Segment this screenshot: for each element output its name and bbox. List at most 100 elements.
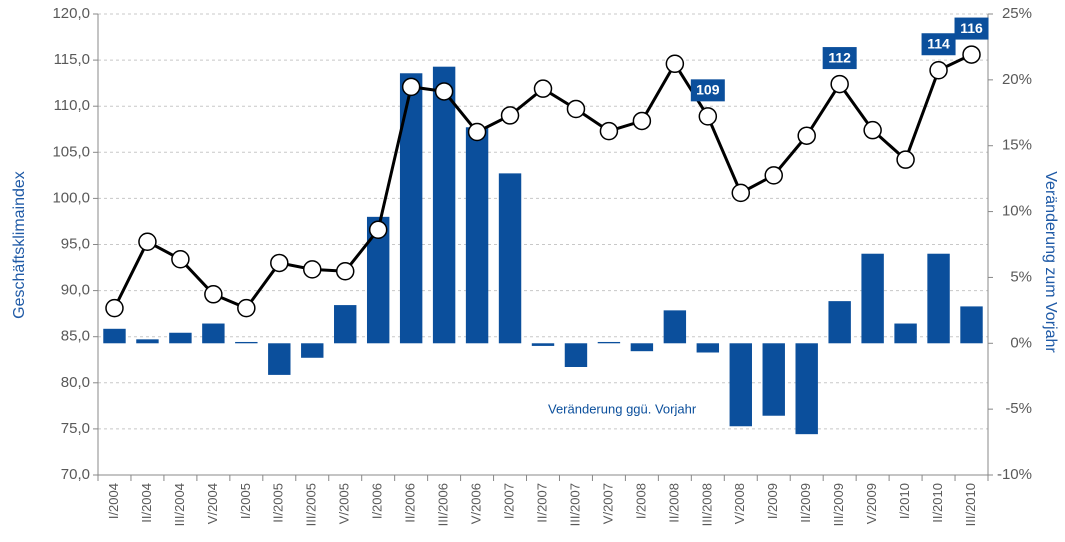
x-tick-label: I/2009 (765, 483, 780, 519)
bar (399, 73, 423, 344)
x-tick-label: V/2008 (732, 483, 747, 524)
x-tick-label: III/2004 (172, 483, 187, 526)
x-tick-label: II/2004 (139, 483, 154, 523)
bar (861, 253, 884, 344)
x-tick-label: II/2009 (798, 483, 813, 523)
x-tick-label: V/2005 (337, 483, 352, 524)
y2-tick-label: 10% (1002, 203, 1032, 220)
x-tick-label: I/2004 (106, 483, 121, 519)
value-label: 114 (927, 35, 950, 51)
y-tick-label: 110,0 (54, 97, 90, 114)
value-label-box (921, 33, 956, 56)
marker (401, 77, 421, 97)
x-tick-label: V/2007 (600, 483, 615, 524)
bar (498, 173, 522, 344)
value-label-box (690, 79, 725, 102)
bar (960, 306, 983, 344)
y2-tick-label: 25% (1002, 5, 1032, 22)
marker (138, 232, 157, 251)
x-tick-label: III/2007 (567, 483, 582, 526)
bar (630, 343, 654, 352)
marker (368, 220, 388, 239)
value-label: 116 (960, 20, 983, 36)
x-tick-label: III/2010 (963, 483, 978, 526)
marker (237, 298, 256, 318)
marker (764, 166, 783, 185)
value-label-box (954, 17, 989, 40)
x-tick-label: I/2008 (633, 483, 648, 519)
bar (103, 328, 126, 344)
y2-tick-label: -10% (997, 466, 1032, 483)
x-tick-label: III/2009 (831, 483, 846, 526)
annotation: Veränderung ggü. Vorjahr (548, 401, 697, 416)
x-tick-label: I/2006 (370, 483, 385, 519)
bar (301, 343, 324, 358)
x-tick-label: II/2005 (271, 483, 286, 523)
y2-tick-label: 5% (1010, 268, 1032, 285)
bar (762, 343, 785, 416)
y-tick-label: 115,0 (54, 51, 90, 68)
marker (303, 260, 322, 279)
bar (696, 343, 720, 353)
x-tick-label: I/2007 (501, 483, 516, 519)
x-tick-label: III/2006 (436, 483, 451, 526)
bar (432, 66, 456, 344)
x-tick-label: II/2007 (534, 483, 549, 523)
y2-tick-label: -5% (1005, 400, 1032, 417)
y-tick-label: 120,0 (52, 5, 90, 22)
bar (663, 310, 687, 344)
marker (896, 150, 915, 169)
marker (500, 106, 520, 125)
marker (863, 120, 882, 140)
x-tick-label: I/2005 (238, 483, 253, 519)
y-tick-label: 85,0 (61, 328, 90, 345)
marker (665, 54, 685, 74)
y2-axis-title: Veränderung zum Vorjahr (1042, 171, 1059, 353)
marker (731, 183, 751, 203)
x-tick-label: V/2009 (864, 483, 879, 524)
bar (334, 305, 357, 344)
x-tick-label: II/2010 (930, 483, 945, 523)
marker (335, 261, 355, 281)
marker (632, 111, 652, 131)
y-tick-label: 100,0 (52, 189, 90, 206)
bar (564, 343, 588, 367)
marker (171, 250, 190, 269)
y2-tick-label: 0% (1010, 334, 1032, 351)
x-tick-label: V/2006 (469, 483, 484, 524)
x-tick-label: II/2006 (403, 483, 418, 523)
x-tick-label: V/2004 (205, 483, 220, 524)
bar (465, 127, 489, 344)
marker (434, 82, 454, 101)
bar (894, 323, 917, 344)
x-tick-label: I/2010 (897, 483, 912, 519)
y-tick-label: 95,0 (61, 235, 90, 252)
value-label: 112 (828, 49, 851, 65)
y2-tick-label: 20% (1002, 71, 1032, 88)
bar (235, 341, 258, 344)
bar (531, 343, 555, 346)
y-tick-label: 75,0 (61, 420, 90, 437)
x-tick-label: II/2008 (666, 483, 681, 523)
marker (566, 99, 586, 119)
y-tick-label: 105,0 (52, 143, 90, 160)
bar (169, 332, 192, 344)
value-label-box (822, 47, 857, 70)
bar (136, 339, 159, 344)
marker (929, 60, 948, 80)
value-label: 109 (696, 82, 720, 98)
bar (795, 343, 818, 435)
marker (105, 298, 124, 318)
x-tick-label: III/2005 (304, 483, 319, 526)
marker (797, 126, 816, 145)
bar (597, 341, 621, 344)
bar (366, 216, 390, 344)
x-tick-label: III/2008 (699, 483, 714, 526)
y-axis-title: Geschäftsklimaindex (11, 171, 28, 319)
marker (533, 79, 553, 98)
y-tick-label: 80,0 (61, 374, 90, 391)
marker (962, 45, 981, 64)
y2-tick-label: 15% (1002, 137, 1032, 154)
y-tick-label: 90,0 (61, 282, 90, 299)
